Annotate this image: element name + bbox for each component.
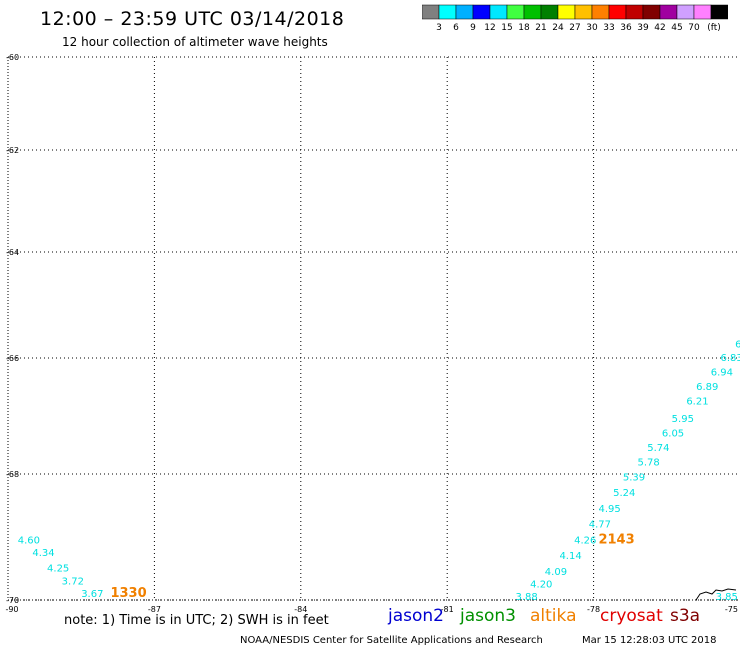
lat-label: -64	[6, 248, 19, 257]
sat-cryosat: cryosat	[600, 606, 663, 626]
swh-value-label: 6.89	[696, 382, 718, 393]
legend-label: 21	[535, 23, 546, 32]
legend-label: 9	[470, 23, 476, 32]
legend-label: 3	[436, 23, 442, 32]
coastline	[695, 588, 737, 601]
swh-value-label: 6.83	[720, 353, 740, 364]
lon-label: -84	[294, 605, 307, 614]
legend-label: 36	[620, 23, 632, 32]
swh-value-label: 3.67	[81, 589, 103, 600]
map-subtitle: 12 hour collection of altimeter wave hei…	[62, 35, 328, 49]
map-title: 12:00 – 23:59 UTC 03/14/2018	[40, 8, 345, 30]
legend-unit: (ft)	[707, 23, 721, 32]
swh-value-label: 3.72	[62, 576, 84, 587]
swh-value-label: 6.05	[662, 428, 684, 439]
legend-swatch	[710, 4, 728, 20]
swh-value-label: 5.78	[638, 457, 660, 468]
swh-value-label: 4.14	[559, 551, 581, 562]
sat-jason2: jason2	[388, 606, 444, 626]
legend-label: 45	[671, 23, 682, 32]
legend-label: 70	[688, 23, 700, 32]
legend-label: 24	[552, 23, 564, 32]
swh-value-label: 6.0	[735, 339, 740, 350]
swh-value-label: 5.39	[623, 472, 645, 483]
swh-value-label: 4.25	[47, 564, 69, 575]
pass-time-label: 1330	[110, 586, 146, 601]
lat-label: -68	[6, 470, 19, 479]
swh-value-label: 4.60	[18, 535, 40, 546]
color-scale-legend: 3 6 9 12 15 18 21 24 27 30 33 36 39 42 45 70 (ft)	[422, 4, 728, 32]
lon-label: -75	[725, 605, 738, 614]
legend-label: 30	[586, 23, 598, 32]
swh-value-label: 4.20	[530, 579, 552, 590]
swh-value-label: 5.24	[613, 488, 635, 499]
sat-s3a: s3a	[670, 606, 701, 626]
legend-label: 33	[603, 23, 614, 32]
legend-label: 39	[637, 23, 649, 32]
swh-value-label: 4.34	[32, 548, 54, 559]
legend-label: 27	[569, 23, 580, 32]
legend-label: 6	[453, 23, 459, 32]
lat-label: -70	[6, 596, 19, 605]
swh-value-label: 3.85	[716, 592, 738, 603]
lat-label: -62	[6, 146, 19, 155]
sat-altika: altika	[530, 606, 577, 626]
lon-label: -90	[5, 605, 18, 614]
swh-value-label: 4.77	[589, 520, 611, 531]
swh-value-label: 5.95	[672, 414, 694, 425]
swh-value-label: 6.21	[686, 396, 708, 407]
pass-time-label: 2143	[598, 532, 634, 547]
lon-label: -87	[148, 605, 161, 614]
legend-label: 42	[654, 23, 665, 32]
swh-value-label: 4.09	[545, 567, 567, 578]
lon-label: -81	[441, 605, 454, 614]
swh-value-label: 6.94	[711, 367, 733, 378]
lat-label: -66	[6, 354, 19, 363]
legend-label: 12	[484, 23, 495, 32]
legend-label: 15	[501, 23, 512, 32]
note-text: note: 1) Time is in UTC; 2) SWH is in fe…	[64, 613, 329, 628]
sat-jason3: jason3	[460, 606, 516, 626]
swh-value-label: 3.88	[516, 592, 538, 603]
legend-label: 18	[518, 23, 530, 32]
credit-line: NOAA/NESDIS Center for Satellite Applica…	[240, 635, 543, 646]
lat-label: -60	[6, 53, 19, 62]
lon-label: -78	[587, 605, 600, 614]
timestamp: Mar 15 12:28:03 UTC 2018	[582, 635, 717, 646]
swh-value-label: 4.95	[598, 504, 620, 515]
swh-value-label: 5.74	[647, 443, 669, 454]
swh-value-label: 4.26	[574, 535, 596, 546]
